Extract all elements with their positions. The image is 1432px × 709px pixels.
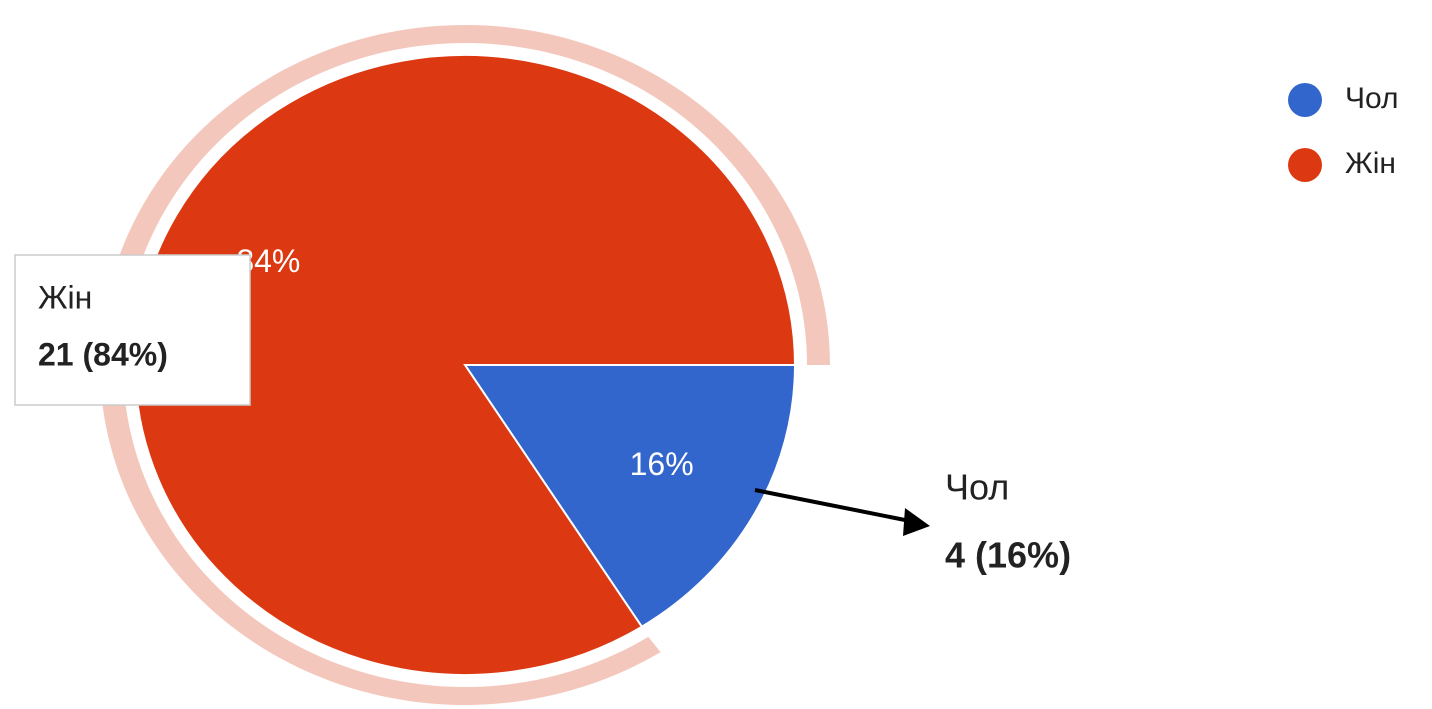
legend-marker xyxy=(1288,83,1322,117)
tooltip-text: 21 (84%) xyxy=(38,336,168,372)
legend: Чол Жін xyxy=(1288,82,1399,182)
pie: 16%84% xyxy=(100,24,831,705)
tooltip: Жін 21 (84%) xyxy=(14,254,251,406)
annotation: Чол 4 (16%) xyxy=(754,467,1071,576)
tooltip-box xyxy=(14,254,251,406)
slice-label: 16% xyxy=(630,446,694,482)
pie-slice xyxy=(463,364,797,629)
annotation-label: Чол xyxy=(945,467,1009,508)
arrow-head xyxy=(903,508,930,536)
pie-slice xyxy=(134,54,797,676)
legend-label: Жін xyxy=(1345,147,1396,180)
tooltip-label: Жін xyxy=(38,279,92,315)
annotation-text: 4 (16%) xyxy=(945,535,1071,576)
legend-marker xyxy=(1288,148,1322,182)
legend-label: Чол xyxy=(1345,82,1399,115)
arrow-line xyxy=(754,488,916,524)
